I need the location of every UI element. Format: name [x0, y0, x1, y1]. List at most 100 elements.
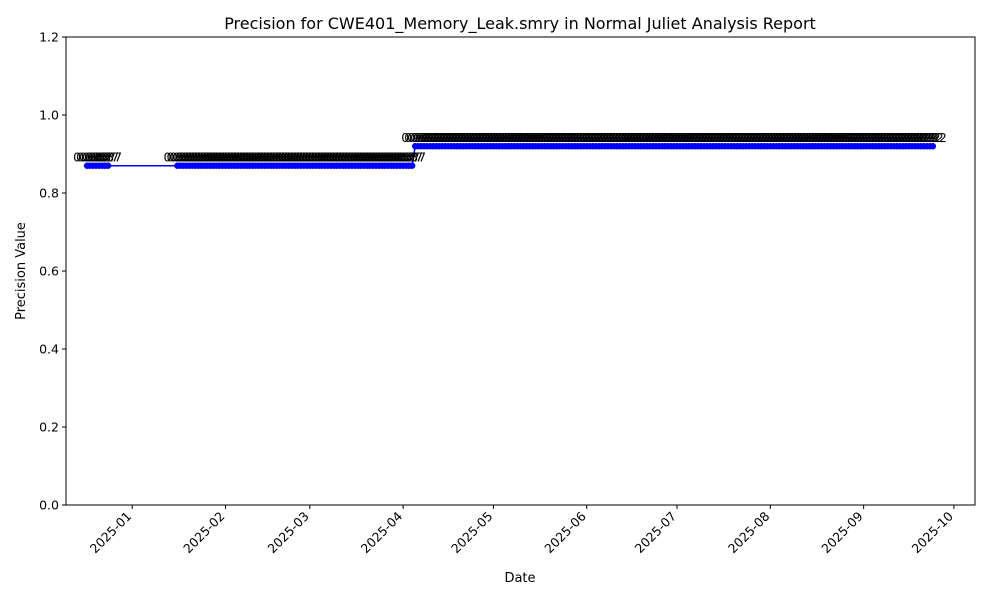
data-label: 0.92 — [753, 130, 781, 145]
data-label: 0.92 — [437, 130, 465, 145]
data-label: 0.92 — [422, 130, 450, 145]
data-label: 0.92 — [720, 130, 748, 145]
data-label: 0.87 — [188, 150, 216, 165]
data-label: 0.92 — [811, 130, 839, 145]
data-label: 0.92 — [708, 130, 736, 145]
y-tick-label: 0.4 — [39, 342, 59, 357]
data-label: 0.92 — [910, 130, 938, 145]
data-label: 0.92 — [440, 130, 468, 145]
data-label: 0.92 — [401, 130, 429, 145]
data-label: 0.92 — [871, 130, 899, 145]
data-label: 0.92 — [660, 130, 688, 145]
data-label: 0.92 — [666, 130, 694, 145]
data-label: 0.87 — [368, 150, 396, 165]
data-label: 0.87 — [371, 150, 399, 165]
data-label: 0.87 — [380, 150, 408, 165]
data-label: 0.92 — [546, 130, 574, 145]
data-label: 0.92 — [780, 130, 808, 145]
data-label: 0.87 — [338, 150, 366, 165]
data-label: 0.87 — [356, 150, 384, 165]
data-label: 0.92 — [829, 130, 857, 145]
data-label: 0.87 — [392, 150, 420, 165]
data-label: 0.92 — [826, 130, 854, 145]
data-label: 0.87 — [257, 150, 285, 165]
data-label: 0.87 — [227, 150, 255, 165]
data-label: 0.87 — [296, 150, 324, 165]
data-label: 0.87 — [94, 150, 122, 165]
data-label: 0.87 — [326, 150, 354, 165]
data-label: 0.92 — [482, 130, 510, 145]
data-label: 0.92 — [609, 130, 637, 145]
data-label: 0.87 — [341, 150, 369, 165]
data-label: 0.87 — [269, 150, 297, 165]
data-label: 0.92 — [892, 130, 920, 145]
data-label: 0.92 — [603, 130, 631, 145]
data-label: 0.92 — [558, 130, 586, 145]
data-label: 0.92 — [498, 130, 526, 145]
data-label: 0.92 — [486, 130, 514, 145]
data-label: 0.92 — [458, 130, 486, 145]
data-label: 0.92 — [413, 130, 441, 145]
data-label: 0.87 — [85, 150, 113, 165]
plot-area: 0.870.870.870.870.870.870.870.87 0.870.87… — [73, 130, 947, 169]
data-label: 0.92 — [856, 130, 884, 145]
data-label: 0.92 — [552, 130, 580, 145]
y-tick-label: 0.8 — [39, 186, 59, 201]
data-label: 0.92 — [787, 130, 815, 145]
data-label: 0.92 — [537, 130, 565, 145]
data-label: 0.87 — [272, 150, 300, 165]
y-tick-label: 0.2 — [39, 420, 59, 435]
data-label: 0.92 — [624, 130, 652, 145]
data-label: 0.87 — [278, 150, 306, 165]
data-label: 0.87 — [209, 150, 237, 165]
data-label: 0.92 — [777, 130, 805, 145]
data-label: 0.92 — [585, 130, 613, 145]
data-label: 0.92 — [410, 130, 438, 145]
y-axis: 0.0 0.2 0.4 0.6 0.8 1.0 1.2 — [39, 30, 66, 513]
data-label: 0.87 — [347, 150, 375, 165]
data-label: 0.92 — [582, 130, 610, 145]
data-label: 0.92 — [555, 130, 583, 145]
data-label: 0.92 — [525, 130, 553, 145]
data-label: 0.92 — [504, 130, 532, 145]
data-label: 0.87 — [344, 150, 372, 165]
data-label: 0.87 — [191, 150, 219, 165]
data-label: 0.87 — [302, 150, 330, 165]
data-label: 0.92 — [880, 130, 908, 145]
data-label: 0.87 — [275, 150, 303, 165]
data-label: 0.92 — [651, 130, 679, 145]
data-label: 0.92 — [820, 130, 848, 145]
data-label: 0.92 — [561, 130, 589, 145]
data-label: 0.87 — [377, 150, 405, 165]
data-label: 0.87 — [287, 150, 315, 165]
data-label: 0.92 — [832, 130, 860, 145]
data-label: 0.87 — [386, 150, 414, 165]
data-label: 0.92 — [516, 130, 544, 145]
data-label: 0.92 — [639, 130, 667, 145]
data-label: 0.92 — [889, 130, 917, 145]
data-label: 0.92 — [853, 130, 881, 145]
data-label: 0.92 — [657, 130, 685, 145]
y-axis-title: Precision Value — [14, 222, 29, 320]
data-label: 0.87 — [218, 150, 246, 165]
data-label: 0.87 — [215, 150, 243, 165]
data-label: 0.92 — [467, 130, 495, 145]
data-label: 0.87 — [317, 150, 345, 165]
data-label: 0.87 — [236, 150, 264, 165]
data-label: 0.87 — [281, 150, 309, 165]
data-label: 0.87 — [389, 150, 417, 165]
data-label: 0.92 — [768, 130, 796, 145]
data-label: 0.92 — [750, 130, 778, 145]
data-label: 0.92 — [455, 130, 483, 145]
data-label: 0.92 — [711, 130, 739, 145]
data-label: 0.92 — [690, 130, 718, 145]
data-label: 0.92 — [501, 130, 529, 145]
data-label: 0.87 — [245, 150, 273, 165]
data-label: 0.92 — [621, 130, 649, 145]
data-label: 0.92 — [886, 130, 914, 145]
data-label: 0.87 — [182, 150, 210, 165]
data-label: 0.92 — [612, 130, 640, 145]
data-label: 0.87 — [230, 150, 258, 165]
